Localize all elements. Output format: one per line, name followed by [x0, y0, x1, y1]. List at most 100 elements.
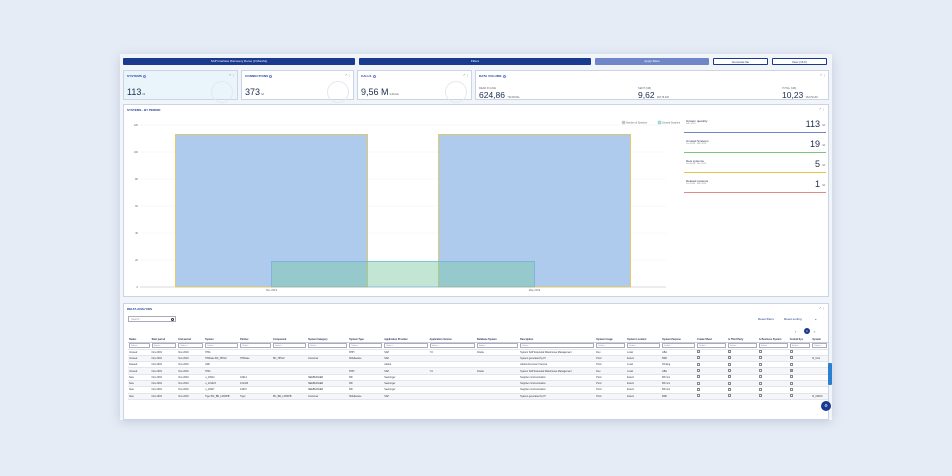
column-filter-select[interactable]: Select... [520, 343, 595, 348]
checkbox-icon[interactable] [789, 362, 793, 366]
column-header[interactable]: System Category [307, 337, 349, 343]
row-checkbox[interactable] [727, 393, 758, 400]
checkbox-icon[interactable] [758, 375, 762, 379]
info-icon[interactable] [502, 74, 506, 78]
row-checkbox[interactable] [727, 380, 758, 388]
checkbox-icon[interactable] [789, 381, 793, 385]
row-checkbox[interactable] [788, 361, 812, 369]
row-checkbox[interactable] [757, 349, 789, 356]
reset-filters-button[interactable]: Reset filters [758, 317, 774, 321]
filters-button[interactable]: Filters [359, 58, 591, 65]
checkbox-icon[interactable] [697, 394, 701, 398]
connections-card[interactable]: CONNECTIONS ↗ ⋮ 373hd [241, 70, 354, 103]
column-header[interactable]: Application Version [428, 337, 476, 343]
column-header[interactable]: Application Provider [383, 337, 429, 343]
checkbox-icon[interactable] [789, 350, 793, 354]
row-checkbox[interactable] [696, 393, 728, 400]
view-button[interactable]: View (16 F) [772, 58, 827, 65]
column-filter-select[interactable]: Select... [205, 343, 239, 348]
kpi-unused-systems[interactable]: Unused Systems Oct 2019 - Dec 2019 19 hd [684, 137, 826, 153]
row-checkbox[interactable] [696, 349, 728, 356]
column-filter-select[interactable]: Select... [697, 343, 727, 348]
table-row[interactable]: Unused Nov 2019 Nov 2019 HHG BHH SAP 7.0 Oracle… [128, 349, 828, 356]
checkbox-icon[interactable] [758, 387, 762, 391]
panel-controls-icon[interactable]: ↗ ⋮ [818, 306, 825, 310]
row-checkbox[interactable] [788, 393, 812, 400]
column-header[interactable]: System Location [626, 337, 662, 343]
checkbox-icon[interactable] [697, 350, 701, 354]
card-controls-icon[interactable]: ↗ ⋮ [344, 73, 351, 77]
column-header[interactable]: System Usage [595, 337, 627, 343]
column-header[interactable]: System Purpose [661, 337, 697, 343]
kpi-new-systems[interactable]: New systems Oct 2019 - Dec 2019 5 hd [684, 157, 826, 173]
column-filter-select[interactable]: Select... [627, 343, 661, 348]
column-filter-select[interactable]: Select... [476, 343, 519, 348]
row-checkbox[interactable] [757, 386, 789, 394]
checkbox-icon[interactable] [758, 394, 762, 398]
row-checkbox[interactable] [696, 361, 728, 369]
row-checkbox[interactable] [757, 361, 789, 369]
calls-card[interactable]: CALLS ↗ ⋮ 9,56 M3,26 k/a [357, 70, 472, 103]
checkbox-icon[interactable] [789, 369, 793, 373]
column-header[interactable]: Status [128, 337, 151, 343]
row-checkbox[interactable] [757, 367, 789, 375]
column-filter-select[interactable]: Select... [384, 343, 428, 348]
row-checkbox[interactable] [727, 386, 758, 394]
table-row[interactable]: Unused Nov 2019 Nov 2019 HHG BHH SAP 7.0 Oracle… [128, 367, 828, 375]
checkbox-icon[interactable] [758, 369, 762, 373]
row-checkbox[interactable] [757, 355, 789, 363]
column-filter-select[interactable]: Select... [129, 343, 150, 348]
column-filter-select[interactable]: Select... [789, 343, 811, 348]
row-checkbox[interactable] [727, 349, 758, 356]
row-checkbox[interactable] [788, 380, 812, 388]
column-filter-select[interactable]: Select... [812, 343, 827, 348]
row-checkbox[interactable] [727, 374, 758, 382]
column-filter-select[interactable]: Select... [728, 343, 757, 348]
report-title-button[interactable]: SAP Interface Discovery Demo (3 Months) [123, 58, 355, 65]
checkbox-icon[interactable] [758, 381, 762, 385]
row-checkbox[interactable] [757, 393, 789, 400]
checkbox-icon[interactable] [697, 381, 701, 385]
checkbox-icon[interactable] [728, 356, 732, 360]
row-checkbox[interactable] [788, 374, 812, 382]
help-icon[interactable]: ⚙ [821, 401, 831, 411]
prev-page-icon[interactable]: ‹ [795, 329, 797, 334]
row-checkbox[interactable] [788, 367, 812, 375]
table-row[interactable]: New Nov 2019 Nov 2019 u_10914 10914 SEEBURGER… [128, 374, 828, 382]
info-icon[interactable] [269, 74, 273, 78]
generate-file-button[interactable]: Generate file [713, 58, 768, 65]
column-filter-select[interactable]: Select... [349, 343, 383, 348]
column-header[interactable]: Database System [475, 337, 520, 343]
row-checkbox[interactable] [696, 386, 728, 394]
column-filter-select[interactable]: Select... [758, 343, 788, 348]
checkbox-icon[interactable] [697, 387, 701, 391]
checkbox-icon[interactable] [697, 362, 701, 366]
column-header[interactable]: Partner [239, 337, 273, 343]
kpi-deleted-systems[interactable]: Deleted systems Oct 2019 - Dec 2019 1 hd [684, 177, 826, 193]
column-header[interactable]: Is Third Party [727, 337, 758, 343]
table-row[interactable]: Unused Nov 2019 Nov 2019 HH/base BC_HHGC HH/… [128, 355, 828, 363]
column-header[interactable]: Is Business System [757, 337, 789, 343]
checkbox-icon[interactable] [697, 369, 701, 373]
row-checkbox[interactable] [788, 349, 812, 356]
row-checkbox[interactable] [727, 367, 758, 375]
card-controls-icon[interactable]: ↗ ⋮ [819, 73, 826, 77]
checkbox-icon[interactable] [728, 387, 732, 391]
page-1-button[interactable]: 1 [804, 328, 810, 334]
checkbox-icon[interactable] [789, 356, 793, 360]
column-filter-select[interactable]: Select... [273, 343, 307, 348]
checkbox-icon[interactable] [789, 394, 793, 398]
checkbox-icon[interactable] [789, 387, 793, 391]
column-filter-select[interactable]: Select... [662, 343, 696, 348]
column-header[interactable]: System Type [348, 337, 384, 343]
panel-controls-icon[interactable]: ↗ ⋮ [818, 107, 825, 111]
card-controls-icon[interactable]: ↗ ⋮ [228, 73, 235, 77]
row-checkbox[interactable] [696, 355, 728, 363]
kpi-system-quantity[interactable]: System quantity Dec 2019 113 hd [684, 117, 826, 133]
table-row[interactable]: New Nov 2019 Nov 2019 Tiger BC_BD_LFR3PB Tig… [128, 393, 828, 400]
checkbox-icon[interactable] [728, 375, 732, 379]
column-header[interactable]: System [204, 337, 240, 343]
column-header[interactable]: End period [177, 337, 205, 343]
row-checkbox[interactable] [757, 380, 789, 388]
card-controls-icon[interactable]: ↗ ⋮ [462, 73, 469, 77]
